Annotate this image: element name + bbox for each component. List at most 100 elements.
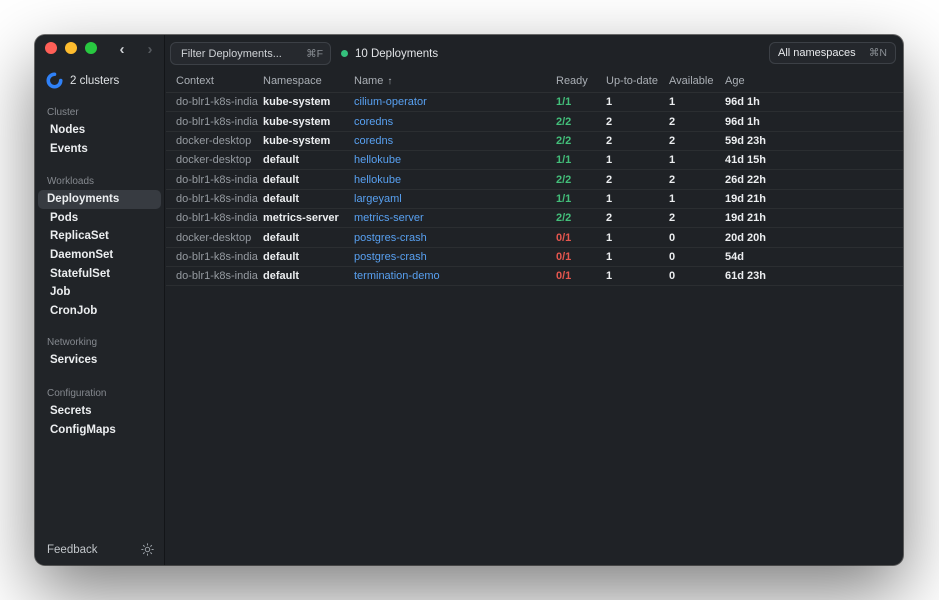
cell-namespace: default [263, 250, 300, 263]
app-window: ‹ › 2 clusters Cluster Nodes Events Workloa… [35, 35, 903, 565]
table-row[interactable]: do-blr1-k8s-india default hellokube 2/2 2 2 26… [166, 170, 903, 190]
cell-ready: 2/2 [556, 212, 572, 225]
cell-ready: 1/1 [556, 154, 572, 167]
cell-age: 26d 22h [725, 173, 766, 186]
close-button[interactable] [45, 42, 57, 54]
cell-namespace: default [263, 154, 300, 167]
cell-ready: 1/1 [556, 192, 572, 205]
filter-shortcut: ⌘F [306, 47, 323, 60]
namespace-shortcut: ⌘N [868, 47, 887, 59]
table-row[interactable]: do-blr1-k8s-india default postgres-crash 0/… [166, 248, 903, 268]
sidebar-item-daemonset[interactable]: DaemonSet [50, 249, 114, 262]
cell-age: 59d 23h [725, 134, 766, 147]
zoom-button[interactable] [85, 42, 97, 54]
filter-input[interactable] [170, 42, 331, 65]
cell-available: 1 [669, 192, 676, 205]
minimize-button[interactable] [65, 42, 77, 54]
app-logo-icon [46, 72, 63, 89]
namespace-select[interactable]: All namespaces ⌘N [769, 42, 896, 64]
table-row[interactable]: do-blr1-k8s-india kube-system cilium-opera… [166, 93, 903, 113]
cell-context: do-blr1-k8s-india [176, 115, 258, 128]
table-header: Context Namespace Name ↑ Ready Up-to-date… [166, 69, 903, 93]
cell-namespace: kube-system [263, 134, 331, 147]
main-panel: ⌘F 10 Deployments All namespaces ⌘N Cont… [166, 35, 903, 565]
deployment-name-link[interactable]: hellokube [354, 173, 402, 186]
sidebar-item-events[interactable]: Events [50, 142, 88, 155]
sidebar-item-configmaps[interactable]: ConfigMaps [50, 423, 116, 436]
cell-namespace: kube-system [263, 96, 331, 109]
table-row[interactable]: do-blr1-k8s-india metrics-server metrics-s… [166, 209, 903, 229]
cell-context: docker-desktop [176, 134, 252, 147]
sidebar-section-label: Workloads [47, 176, 95, 187]
col-name[interactable]: Name ↑ [354, 74, 393, 87]
forward-button[interactable]: › [147, 41, 153, 58]
cell-age: 96d 1h [725, 96, 760, 109]
cell-available: 1 [669, 154, 676, 167]
table-row[interactable]: docker-desktop kube-system coredns 2/2 2 2 59d… [166, 132, 903, 152]
cell-available: 0 [669, 250, 676, 263]
deployment-name-link[interactable]: hellokube [354, 154, 402, 167]
deployment-name-link[interactable]: coredns [354, 134, 394, 147]
cell-context: docker-desktop [176, 231, 252, 244]
theme-toggle-sun-icon[interactable] [141, 543, 154, 556]
cell-available: 2 [669, 173, 676, 186]
cell-namespace: default [263, 270, 300, 283]
cell-up-to-date: 1 [606, 250, 613, 263]
cell-namespace: kube-system [263, 115, 331, 128]
sidebar-item-services[interactable]: Services [50, 354, 98, 366]
cell-namespace: default [263, 173, 300, 186]
sidebar-item-job[interactable]: Job [50, 286, 71, 299]
cell-context: do-blr1-k8s-india [176, 96, 258, 109]
deployment-name-link[interactable]: largeyaml [354, 192, 402, 205]
sidebar-item-deployments[interactable]: Deployments [38, 190, 161, 209]
deployment-name-link[interactable]: postgres-crash [354, 231, 427, 244]
col-age[interactable]: Age [725, 74, 745, 87]
cell-up-to-date: 1 [606, 231, 613, 244]
clusters-header[interactable]: 2 clusters [46, 72, 119, 89]
col-namespace[interactable]: Namespace [263, 74, 322, 87]
sidebar-item-statefulset[interactable]: StatefulSet [50, 267, 111, 280]
table-row[interactable]: do-blr1-k8s-india default termination-demo… [166, 267, 903, 287]
table-body: do-blr1-k8s-india kube-system cilium-opera… [166, 93, 903, 287]
cell-up-to-date: 1 [606, 270, 613, 283]
table-row[interactable]: docker-desktop default postgres-crash 0/1 1 0… [166, 228, 903, 248]
table-row[interactable]: docker-desktop default hellokube 1/1 1 1 41d 1… [166, 151, 903, 171]
sidebar-section-label: Networking [47, 337, 98, 348]
col-context[interactable]: Context [176, 74, 214, 87]
sort-asc-icon: ↑ [387, 75, 393, 87]
cell-ready: 0/1 [556, 270, 572, 283]
cell-namespace: default [263, 231, 300, 244]
cell-context: docker-desktop [176, 154, 252, 167]
sidebar-item-pods[interactable]: Pods [50, 211, 79, 224]
cell-namespace: default [263, 192, 300, 205]
cell-age: 20d 20h [725, 231, 766, 244]
sidebar-section-networking: Networking Services [35, 335, 164, 370]
cell-age: 61d 23h [725, 270, 766, 283]
cell-up-to-date: 1 [606, 96, 613, 109]
table-row[interactable]: do-blr1-k8s-india kube-system coredns 2/2 2 2… [166, 112, 903, 132]
sidebar-item-replicaset[interactable]: ReplicaSet [50, 230, 109, 243]
feedback-button[interactable]: Feedback [47, 543, 98, 556]
col-ready[interactable]: Ready [556, 74, 588, 87]
deployment-name-link[interactable]: cilium-operator [354, 96, 427, 109]
table-row[interactable]: do-blr1-k8s-india default largeyaml 1/1 1 1 19… [166, 190, 903, 210]
sidebar-section-workloads: Workloads Deployments Pods ReplicaSet Daemon… [35, 174, 164, 321]
cell-context: do-blr1-k8s-india [176, 270, 258, 283]
deployment-name-link[interactable]: metrics-server [354, 212, 424, 225]
col-up-to-date[interactable]: Up-to-date [606, 74, 658, 87]
cell-up-to-date: 1 [606, 154, 613, 167]
back-button[interactable]: ‹ [119, 41, 125, 58]
filter-field: ⌘F [170, 42, 331, 65]
cell-age: 54d [725, 250, 744, 263]
namespace-value: All namespaces [778, 47, 856, 59]
deployment-name-link[interactable]: postgres-crash [354, 250, 427, 263]
deployment-name-link[interactable]: coredns [354, 115, 394, 128]
sidebar-item-secrets[interactable]: Secrets [50, 405, 92, 417]
cell-ready: 1/1 [556, 96, 572, 109]
sidebar-item-nodes[interactable]: Nodes [50, 124, 86, 136]
sidebar-item-cronjob[interactable]: CronJob [50, 305, 98, 318]
cell-ready: 2/2 [556, 115, 572, 128]
deployment-name-link[interactable]: termination-demo [354, 270, 440, 283]
col-available[interactable]: Available [669, 74, 714, 87]
cell-available: 1 [669, 96, 676, 109]
